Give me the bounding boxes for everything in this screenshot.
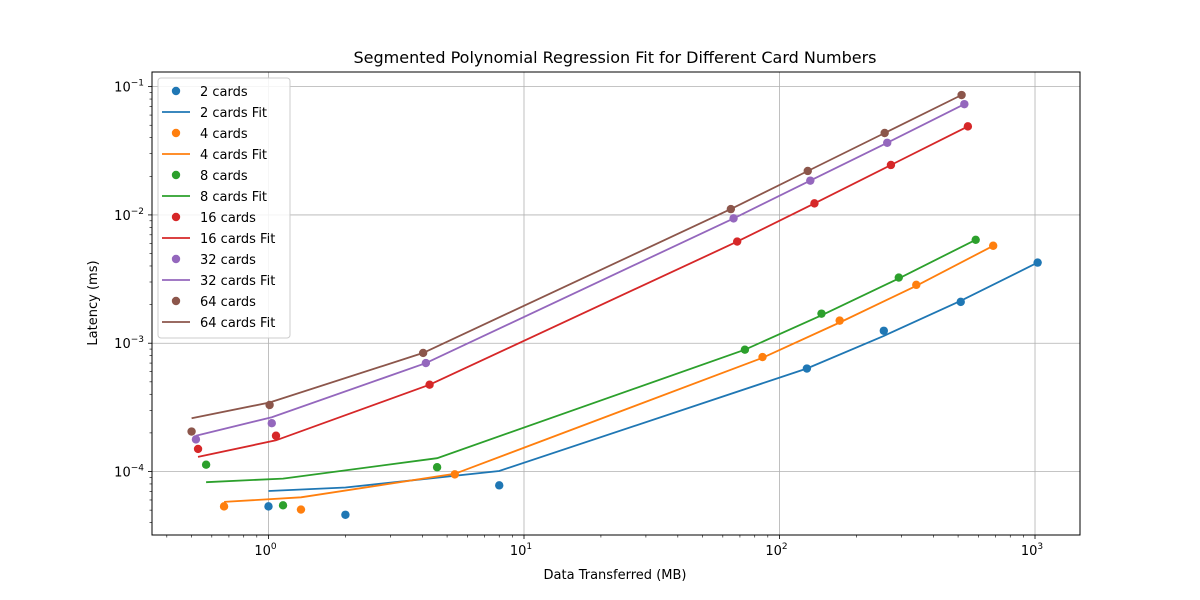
data-point-64-cards: [880, 128, 889, 138]
legend-label-4-cards-fit: 4 cards Fit: [200, 148, 267, 163]
data-point-4-cards: [296, 505, 306, 514]
data-point-16-cards: [810, 199, 819, 208]
data-point-16-cards: [732, 237, 742, 246]
data-point-16-cards: [193, 444, 203, 454]
legend-label-8-cards-fit: 8 cards Fit: [200, 190, 267, 205]
legend-label-64-cards: 64 cards: [200, 295, 256, 310]
legend-marker-8-cards: [171, 170, 181, 180]
legend-marker-16-cards: [171, 212, 181, 222]
data-point-2-cards: [879, 326, 889, 335]
legend-box: [157, 77, 291, 339]
chart-title: Segmented Polynomial Regression Fit for …: [353, 48, 876, 67]
data-point-64-cards: [187, 427, 196, 436]
data-point-32-cards: [883, 138, 892, 147]
data-point-64-cards: [803, 166, 812, 176]
data-point-32-cards: [806, 176, 815, 185]
legend-label-16-cards: 16 cards: [200, 211, 256, 226]
data-point-64-cards: [957, 90, 966, 100]
legend-label-2-cards: 2 cards: [200, 85, 248, 100]
data-point-32-cards: [421, 358, 431, 368]
data-point-64-cards: [265, 400, 274, 410]
data-point-4-cards: [219, 502, 229, 511]
data-point-2-cards: [956, 297, 965, 307]
legend-marker-64-cards: [171, 296, 181, 306]
legend-label-4-cards: 4 cards: [200, 127, 248, 142]
data-point-2-cards: [264, 502, 273, 511]
data-point-32-cards: [191, 435, 201, 444]
data-point-64-cards: [726, 204, 736, 214]
data-point-2-cards: [341, 510, 350, 519]
data-point-8-cards: [432, 463, 442, 472]
legend-marker-32-cards: [171, 254, 181, 264]
data-point-2-cards: [1033, 258, 1042, 267]
data-point-4-cards: [758, 352, 767, 362]
data-point-64-cards: [418, 348, 428, 358]
y-axis-label: Latency (ms): [86, 260, 101, 345]
data-point-8-cards: [740, 345, 750, 354]
data-point-32-cards: [960, 99, 969, 109]
data-point-32-cards: [267, 418, 276, 428]
legend: 2 cards 2 cards Fit 4 cards 4 cards Fit 8 ca…: [157, 77, 291, 339]
plot-area: [187, 90, 1042, 519]
data-point-16-cards: [271, 431, 281, 440]
data-point-8-cards: [894, 273, 903, 282]
legend-label-32-cards-fit: 32 cards Fit: [200, 274, 275, 289]
data-point-16-cards: [963, 122, 973, 131]
legend-label-8-cards: 8 cards: [200, 169, 248, 184]
data-point-8-cards: [201, 460, 211, 469]
data-point-32-cards: [729, 214, 738, 223]
legend-marker-2-cards: [171, 86, 181, 96]
data-point-8-cards: [817, 309, 826, 318]
data-point-4-cards: [450, 470, 459, 479]
data-point-4-cards: [988, 241, 998, 250]
data-point-2-cards: [495, 481, 504, 490]
legend-label-16-cards-fit: 16 cards Fit: [200, 232, 275, 247]
legend-marker-4-cards: [171, 128, 181, 138]
data-point-16-cards: [886, 160, 896, 170]
legend-label-2-cards-fit: 2 cards Fit: [200, 106, 267, 121]
data-point-4-cards: [912, 280, 921, 290]
data-point-4-cards: [835, 316, 844, 325]
data-point-16-cards: [425, 380, 434, 389]
x-axis-label: Data Transferred (MB): [544, 568, 687, 583]
data-point-2-cards: [802, 364, 812, 373]
plot-frame: [151, 71, 1081, 536]
data-point-8-cards: [971, 235, 980, 244]
legend-label-32-cards: 32 cards: [200, 253, 256, 268]
data-point-8-cards: [278, 501, 288, 510]
legend-label-64-cards-fit: 64 cards Fit: [200, 316, 275, 331]
